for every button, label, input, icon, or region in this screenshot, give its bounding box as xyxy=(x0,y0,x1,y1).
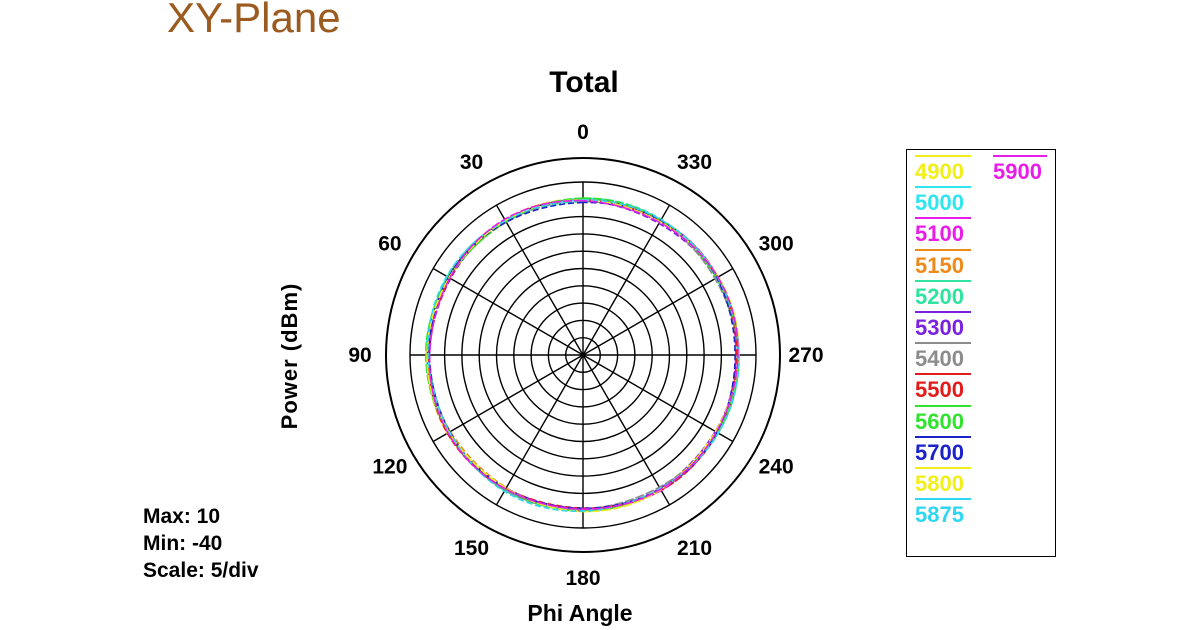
grid-spoke xyxy=(582,204,671,356)
legend-swatch xyxy=(915,248,971,251)
stat-max: Max: 10 xyxy=(143,505,221,528)
chart-title: Total xyxy=(549,66,619,99)
series-traces xyxy=(424,197,740,513)
legend-label: 5500 xyxy=(915,377,964,403)
x-axis-label: Phi Angle xyxy=(527,600,633,626)
stat-scale: Scale: 5/div xyxy=(143,559,259,582)
legend-swatch xyxy=(915,342,971,345)
angle-tick-label: 270 xyxy=(788,344,823,367)
angle-tick-label: 180 xyxy=(565,567,600,590)
legend-item-5900: 5900 xyxy=(993,155,1047,184)
angle-tick-label: 30 xyxy=(460,151,483,174)
grid-spoke xyxy=(582,354,734,443)
grid-spoke xyxy=(582,354,671,506)
legend-item-5400: 5400 xyxy=(915,342,971,371)
legend-swatch xyxy=(915,373,971,376)
legend-swatch xyxy=(915,498,971,501)
stat-min: Min: -40 xyxy=(143,532,223,555)
angle-labels: 0 30 60 90 120 150 180 210 240 270 300 330 xyxy=(348,121,823,590)
outer-ring xyxy=(385,157,781,553)
angle-tick-label: 150 xyxy=(454,537,489,560)
angle-tick-label: 210 xyxy=(677,537,712,560)
grid-spoke xyxy=(432,354,584,443)
legend-label: 5300 xyxy=(915,315,964,340)
legend-swatch xyxy=(915,404,971,407)
legend-item-4900: 4900 xyxy=(915,155,971,184)
legend-item-5200: 5200 xyxy=(915,279,971,309)
legend-swatch xyxy=(915,186,971,189)
legend-swatch xyxy=(915,435,971,438)
legend-label: 5600 xyxy=(915,408,964,434)
legend-label: 4900 xyxy=(915,159,964,184)
legend-item-5150: 5150 xyxy=(915,248,971,278)
legend-label: 5900 xyxy=(993,159,1042,184)
angle-tick-label: 120 xyxy=(372,456,407,479)
grid-spoke xyxy=(495,204,584,356)
legend-swatch xyxy=(915,155,971,157)
angle-tick-label: 0 xyxy=(577,121,589,144)
angle-tick-label: 330 xyxy=(677,151,712,174)
legend-label: 5150 xyxy=(915,252,964,278)
legend-swatch xyxy=(915,311,971,313)
series-trace-5900 xyxy=(428,199,739,510)
legend-item-5500: 5500 xyxy=(915,373,971,402)
angle-tick-label: 90 xyxy=(348,344,371,367)
angle-tick-label: 300 xyxy=(759,233,794,256)
legend-item-5100: 5100 xyxy=(915,217,971,246)
legend-label: 5700 xyxy=(915,439,964,465)
legend-item-5700: 5700 xyxy=(915,435,971,465)
legend-label: 5400 xyxy=(915,346,964,372)
legend-label: 5875 xyxy=(915,502,964,528)
legend-swatch xyxy=(915,217,971,220)
page-title: XY-Plane xyxy=(167,0,341,41)
legend-label: 5800 xyxy=(915,471,964,496)
polar-grid xyxy=(385,157,781,553)
legend-swatch xyxy=(915,279,971,282)
legend-label: 5100 xyxy=(915,221,964,247)
legend-item-5800: 5800 xyxy=(915,467,971,496)
legend-label: 5200 xyxy=(915,283,964,309)
angle-tick-label: 60 xyxy=(378,233,401,256)
scale-stats: Max: 10 Min: -40 Scale: 5/div xyxy=(143,503,259,584)
grid-spoke xyxy=(432,267,584,356)
legend-item-5300: 5300 xyxy=(915,311,971,340)
legend-item-5875: 5875 xyxy=(915,498,971,527)
grid-spoke xyxy=(582,267,734,356)
legend-swatch xyxy=(915,467,971,469)
legend-label: 5000 xyxy=(915,190,964,216)
grid-spoke xyxy=(495,354,584,506)
series-trace-5500 xyxy=(428,199,738,509)
legend-item-5600: 5600 xyxy=(915,404,971,434)
legend: 4900 5000 5100 5150 5200 5300 5400 5500 5600 5700… xyxy=(906,149,1056,557)
angle-tick-label: 240 xyxy=(759,456,794,479)
legend-swatch xyxy=(993,155,1047,157)
legend-item-5000: 5000 xyxy=(915,186,971,215)
